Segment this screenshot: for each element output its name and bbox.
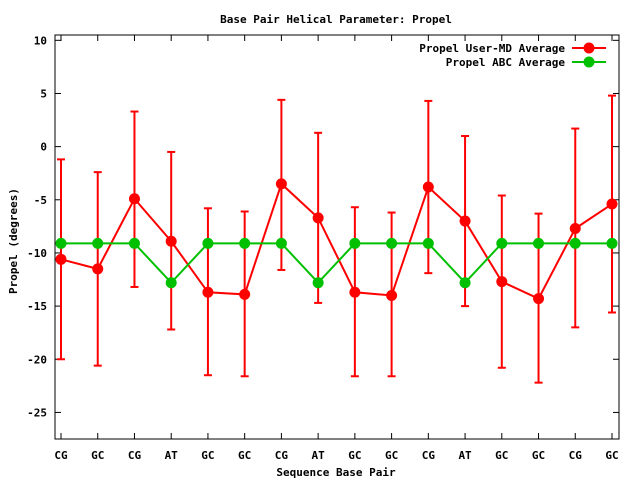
legend-label: Propel ABC Average [446,56,566,69]
data-point [606,198,618,210]
series-2 [55,237,618,289]
x-tick-label: CG [128,449,142,462]
series-line [61,242,612,285]
x-tick-label: CG [422,449,436,462]
y-tick-label: 0 [40,141,47,154]
x-tick-label: GC [91,449,104,462]
data-point [459,277,471,289]
data-point [165,277,177,289]
data-point [386,289,398,301]
data-point [606,237,618,249]
data-point [55,253,67,265]
x-tick-label: AT [458,449,472,462]
x-tick-label: GC [348,449,361,462]
data-point [239,237,251,249]
data-point [128,237,140,249]
legend-label: Propel User-MD Average [419,42,565,55]
data-point [275,178,287,190]
y-tick-label: 5 [40,87,47,100]
x-tick-label: AT [165,449,179,462]
plot-frame [54,34,620,440]
chart-title: Base Pair Helical Parameter: Propel [220,13,452,26]
data-point [128,193,140,205]
data-point [92,237,104,249]
legend-marker [583,56,595,68]
y-axis-ticks: 10 5 0 -5 -10 -15 -20 -25 [27,34,619,419]
data-point [312,277,324,289]
data-point [569,237,581,249]
series-line [60,182,613,300]
data-point [496,237,508,249]
data-point [92,263,104,275]
x-tick-label: AT [312,449,326,462]
data-point [165,235,177,247]
data-point [349,286,361,298]
x-tick-label: GC [532,449,545,462]
y-tick-label: -15 [27,300,47,313]
x-axis-ticks: CG GC CG AT GC GC CG AT GC GC CG AT GC GC CG GC [54,35,619,462]
x-tick-label: GC [238,449,251,462]
series-1 [55,94,618,384]
series-layer [55,94,618,384]
x-tick-label: CG [569,449,583,462]
x-tick-label: CG [54,449,68,462]
x-tick-label: CG [275,449,289,462]
y-tick-label: -20 [27,353,47,366]
data-point [312,212,324,224]
data-point [202,237,214,249]
x-tick-label: GC [495,449,508,462]
data-point [202,286,214,298]
data-point [239,288,251,300]
data-point [569,222,581,234]
legend-marker [583,42,595,54]
y-tick-label: -5 [34,194,47,207]
data-point [496,276,508,288]
x-axis-label: Sequence Base Pair [276,466,396,479]
data-point [533,237,545,249]
data-point [422,237,434,249]
y-tick-label: -25 [27,406,47,419]
data-point [55,237,67,249]
x-tick-label: GC [201,449,214,462]
data-point [386,237,398,249]
y-axis-label-group: Propel (degrees) [7,188,20,294]
data-point [349,237,361,249]
data-point [459,215,471,227]
x-tick-label: GC [385,449,398,462]
y-axis-label: Propel (degrees) [7,188,20,294]
data-point [275,237,287,249]
data-point [422,181,434,193]
x-tick-label: GC [605,449,618,462]
y-tick-label: 10 [34,34,47,47]
data-point [533,293,545,305]
y-tick-label: -10 [27,247,47,260]
